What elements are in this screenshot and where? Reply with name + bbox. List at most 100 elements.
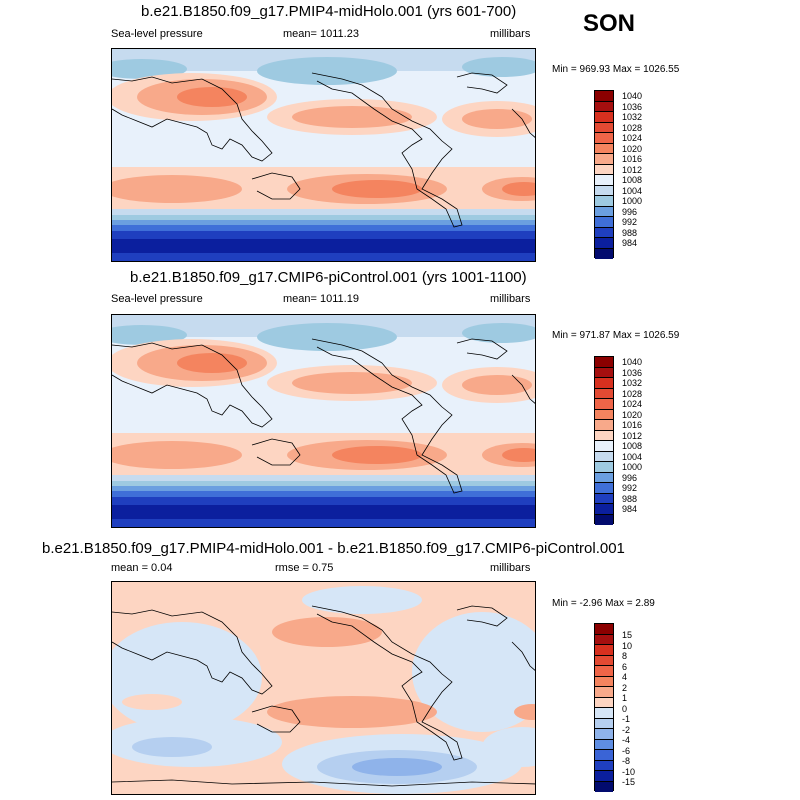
colorbar-box — [595, 760, 613, 771]
colorbar-box — [595, 771, 613, 782]
colorbar-label: 1 — [622, 693, 628, 703]
panel1-title: b.e21.B1850.f09_g17.PMIP4-midHolo.001 (y… — [141, 3, 517, 20]
colorbar-label: 984 — [622, 504, 638, 514]
panel2-minmax: Min = 971.87 Max = 1026.59 — [552, 330, 680, 341]
panel2-mean: mean= 1011.19 — [283, 293, 359, 305]
colorbar-label: 1032 — [622, 112, 643, 122]
colorbar-box — [595, 634, 613, 645]
panel3-minmax: Min = -2.96 Max = 2.89 — [552, 598, 655, 609]
colorbar-label: 992 — [622, 483, 638, 493]
colorbar-label: 1000 — [622, 196, 643, 206]
colorbar-label: -6 — [622, 746, 631, 756]
colorbar-box — [595, 227, 613, 238]
colorbar-box — [595, 367, 613, 378]
colorbar-box — [595, 248, 613, 259]
colorbar-box — [595, 441, 613, 452]
colorbar-box — [595, 676, 613, 687]
colorbar-label: 1024 — [622, 133, 643, 143]
panel1-colorbar — [594, 90, 614, 259]
colorbar-box — [595, 483, 613, 494]
colorbar-label: 1032 — [622, 378, 643, 388]
colorbar-label: -15 — [622, 777, 636, 787]
colorbar-box — [595, 514, 613, 525]
colorbar-box — [595, 462, 613, 473]
colorbar-box — [595, 122, 613, 133]
colorbar-box — [595, 750, 613, 761]
colorbar-box — [595, 504, 613, 515]
colorbar-box — [595, 175, 613, 186]
colorbar-box — [595, 399, 613, 410]
colorbar-label: 1008 — [622, 175, 643, 185]
colorbar-label: 15 — [622, 630, 633, 640]
colorbar-box — [595, 164, 613, 175]
colorbar-label: -8 — [622, 756, 631, 766]
colorbar-label: 1012 — [622, 431, 643, 441]
colorbar-box — [595, 196, 613, 207]
colorbar-box — [595, 409, 613, 420]
colorbar-label: 10 — [622, 641, 633, 651]
colorbar-label: 1020 — [622, 144, 643, 154]
colorbar-label: 1028 — [622, 389, 643, 399]
colorbar-label: 1020 — [622, 410, 643, 420]
colorbar-box — [595, 101, 613, 112]
colorbar-label: 1036 — [622, 368, 643, 378]
colorbar-box — [595, 185, 613, 196]
colorbar-box — [595, 645, 613, 656]
colorbar-label: 992 — [622, 217, 638, 227]
colorbar-label: 6 — [622, 662, 628, 672]
colorbar-label: 1024 — [622, 399, 643, 409]
panel3-units: millibars — [490, 562, 531, 574]
colorbar-label: 2 — [622, 683, 628, 693]
colorbar-box — [595, 729, 613, 740]
colorbar-box — [595, 708, 613, 719]
colorbar-label: 996 — [622, 473, 638, 483]
panel2-units: millibars — [490, 293, 531, 305]
colorbar-box — [595, 687, 613, 698]
colorbar-box — [595, 624, 613, 635]
colorbar-label: 1016 — [622, 420, 643, 430]
colorbar-box — [595, 472, 613, 483]
panel2-map — [111, 314, 536, 528]
colorbar-label: 8 — [622, 651, 628, 661]
colorbar-label: 1028 — [622, 123, 643, 133]
colorbar-label: 984 — [622, 238, 638, 248]
colorbar-label: 988 — [622, 228, 638, 238]
colorbar-box — [595, 388, 613, 399]
panel2-title: b.e21.B1850.f09_g17.CMIP6-piControl.001 … — [130, 269, 527, 286]
colorbar-box — [595, 697, 613, 708]
panel3-title: b.e21.B1850.f09_g17.PMIP4-midHolo.001 - … — [42, 540, 625, 557]
panel1-map — [111, 48, 536, 262]
panel3-colorbar — [594, 623, 614, 792]
colorbar-box — [595, 112, 613, 123]
colorbar-box — [595, 739, 613, 750]
colorbar-label: -4 — [622, 735, 631, 745]
colorbar-label: 1004 — [622, 186, 643, 196]
colorbar-label: 996 — [622, 207, 638, 217]
panel1-minmax: Min = 969.93 Max = 1026.55 — [552, 64, 680, 75]
colorbar-box — [595, 91, 613, 102]
colorbar-label: 1036 — [622, 102, 643, 112]
colorbar-box — [595, 493, 613, 504]
colorbar-box — [595, 217, 613, 228]
panel3-mean: mean = 0.04 — [111, 562, 173, 574]
panel1-units: millibars — [490, 28, 531, 40]
colorbar-box — [595, 430, 613, 441]
colorbar-box — [595, 666, 613, 677]
colorbar-label: -2 — [622, 725, 631, 735]
colorbar-box — [595, 238, 613, 249]
colorbar-label: 0 — [622, 704, 628, 714]
panel2-colorbar — [594, 356, 614, 525]
colorbar-box — [595, 357, 613, 368]
colorbar-label: 1040 — [622, 91, 643, 101]
colorbar-label: 1040 — [622, 357, 643, 367]
colorbar-box — [595, 154, 613, 165]
colorbar-label: 1012 — [622, 165, 643, 175]
panel1-field-label: Sea-level pressure — [111, 28, 203, 40]
colorbar-label: 1008 — [622, 441, 643, 451]
panel3-rmse: rmse = 0.75 — [275, 562, 334, 574]
colorbar-box — [595, 206, 613, 217]
colorbar-label: -10 — [622, 767, 636, 777]
panel3-map — [111, 581, 536, 795]
colorbar-box — [595, 781, 613, 792]
colorbar-box — [595, 143, 613, 154]
